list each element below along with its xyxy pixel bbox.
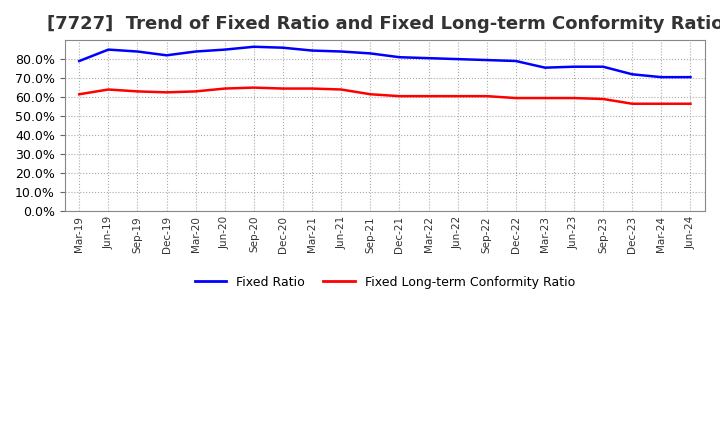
Fixed Long-term Conformity Ratio	[279, 86, 287, 91]
Fixed Ratio	[307, 48, 316, 53]
Fixed Ratio	[599, 64, 608, 70]
Fixed Ratio	[133, 49, 142, 54]
Fixed Ratio	[657, 74, 666, 80]
Fixed Long-term Conformity Ratio	[570, 95, 578, 101]
Fixed Long-term Conformity Ratio	[454, 94, 462, 99]
Fixed Long-term Conformity Ratio	[250, 85, 258, 90]
Fixed Long-term Conformity Ratio	[482, 94, 491, 99]
Fixed Ratio	[162, 53, 171, 58]
Fixed Long-term Conformity Ratio	[424, 94, 433, 99]
Fixed Ratio	[192, 49, 200, 54]
Fixed Ratio	[395, 55, 404, 60]
Fixed Long-term Conformity Ratio	[511, 95, 520, 101]
Fixed Ratio	[75, 59, 84, 64]
Fixed Long-term Conformity Ratio	[162, 90, 171, 95]
Fixed Long-term Conformity Ratio	[337, 87, 346, 92]
Fixed Ratio	[454, 56, 462, 62]
Fixed Long-term Conformity Ratio	[192, 89, 200, 94]
Fixed Long-term Conformity Ratio	[686, 101, 695, 106]
Fixed Ratio	[628, 72, 636, 77]
Line: Fixed Ratio: Fixed Ratio	[79, 47, 690, 77]
Fixed Ratio	[686, 74, 695, 80]
Fixed Long-term Conformity Ratio	[657, 101, 666, 106]
Fixed Long-term Conformity Ratio	[599, 96, 608, 102]
Fixed Long-term Conformity Ratio	[75, 92, 84, 97]
Legend: Fixed Ratio, Fixed Long-term Conformity Ratio: Fixed Ratio, Fixed Long-term Conformity …	[190, 271, 580, 294]
Line: Fixed Long-term Conformity Ratio: Fixed Long-term Conformity Ratio	[79, 88, 690, 104]
Fixed Long-term Conformity Ratio	[628, 101, 636, 106]
Fixed Ratio	[511, 59, 520, 64]
Fixed Long-term Conformity Ratio	[104, 87, 113, 92]
Fixed Ratio	[337, 49, 346, 54]
Fixed Long-term Conformity Ratio	[541, 95, 549, 101]
Fixed Ratio	[279, 45, 287, 50]
Fixed Long-term Conformity Ratio	[220, 86, 229, 91]
Fixed Ratio	[220, 47, 229, 52]
Fixed Long-term Conformity Ratio	[133, 89, 142, 94]
Fixed Ratio	[250, 44, 258, 49]
Fixed Ratio	[482, 57, 491, 62]
Fixed Ratio	[541, 65, 549, 70]
Fixed Long-term Conformity Ratio	[307, 86, 316, 91]
Fixed Ratio	[424, 55, 433, 61]
Fixed Long-term Conformity Ratio	[395, 94, 404, 99]
Fixed Ratio	[366, 51, 374, 56]
Title: [7727]  Trend of Fixed Ratio and Fixed Long-term Conformity Ratio: [7727] Trend of Fixed Ratio and Fixed Lo…	[47, 15, 720, 33]
Fixed Ratio	[104, 47, 113, 52]
Fixed Ratio	[570, 64, 578, 70]
Fixed Long-term Conformity Ratio	[366, 92, 374, 97]
